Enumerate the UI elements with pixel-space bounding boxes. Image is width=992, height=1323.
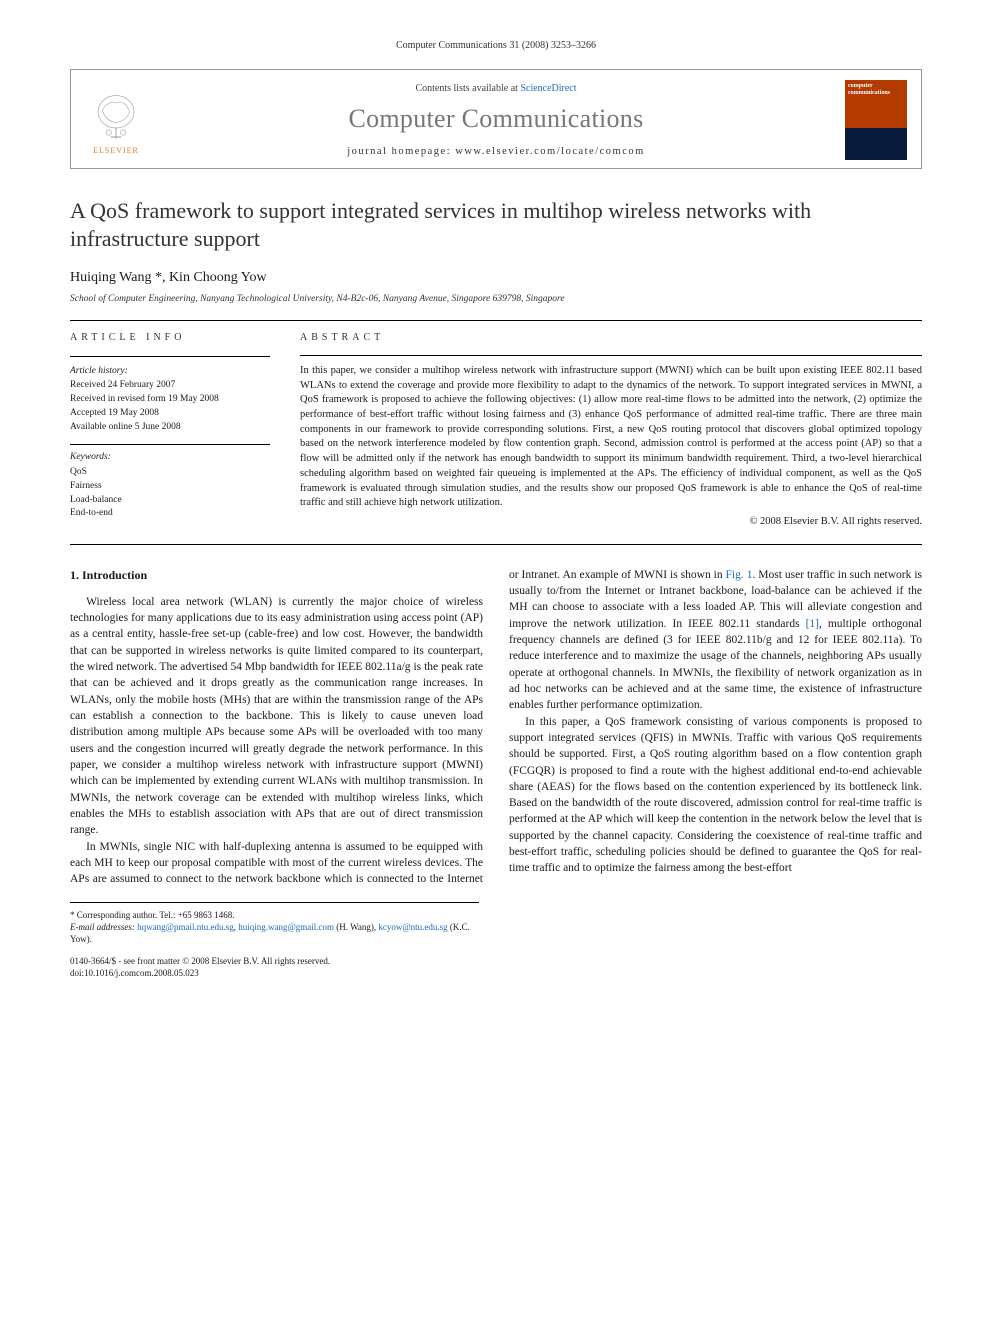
- email-1[interactable]: hqwang@pmail.ntu.edu.sg: [137, 922, 234, 932]
- issn-line: 0140-3664/$ - see front matter © 2008 El…: [70, 955, 479, 967]
- elsevier-logo: ELSEVIER: [85, 85, 147, 155]
- email-author-1: (H. Wang),: [334, 922, 378, 932]
- email-line: E-mail addresses: hqwang@pmail.ntu.edu.s…: [70, 921, 479, 945]
- history-received: Received 24 February 2007: [70, 379, 270, 393]
- paragraph-1: Wireless local area network (WLAN) is cu…: [70, 594, 483, 839]
- keywords-label: Keywords:: [70, 451, 270, 465]
- rule-top: [70, 320, 922, 321]
- affiliation: School of Computer Engineering, Nanyang …: [70, 294, 922, 304]
- ref-1-link[interactable]: [1]: [806, 618, 819, 630]
- figure-1-link[interactable]: Fig. 1: [726, 569, 753, 581]
- article-title: A QoS framework to support integrated se…: [70, 197, 922, 252]
- abstract-text: In this paper, we consider a multihop wi…: [300, 364, 922, 511]
- keyword-3: Load-balance: [70, 494, 270, 508]
- history-revised: Received in revised form 19 May 2008: [70, 393, 270, 407]
- abstract-label: ABSTRACT: [300, 331, 922, 345]
- corresponding-author: * Corresponding author. Tel.: +65 9863 1…: [70, 909, 479, 921]
- keyword-4: End-to-end: [70, 507, 270, 521]
- keyword-2: Fairness: [70, 480, 270, 494]
- history-accepted: Accepted 19 May 2008: [70, 407, 270, 421]
- bottom-copyright: 0140-3664/$ - see front matter © 2008 El…: [70, 955, 479, 979]
- sciencedirect-link[interactable]: ScienceDirect: [520, 83, 576, 94]
- doi-line: doi:10.1016/j.comcom.2008.05.023: [70, 967, 479, 979]
- email-3[interactable]: kcyow@ntu.edu.sg: [378, 922, 447, 932]
- history-label: Article history:: [70, 365, 270, 379]
- article-info-label: ARTICLE INFO: [70, 331, 270, 346]
- cover-title: computer communications: [848, 83, 904, 96]
- elsevier-tree-icon: [89, 92, 143, 146]
- journal-header-box: ELSEVIER Contents lists available at Sci…: [70, 69, 922, 169]
- abstract-column: ABSTRACT In this paper, we consider a mu…: [300, 331, 922, 530]
- journal-homepage: journal homepage: www.elsevier.com/locat…: [147, 146, 845, 157]
- rule-kw: [70, 444, 270, 445]
- p2-d: , multiple orthogonal frequency channels…: [509, 618, 922, 712]
- rule-abstract: [300, 355, 922, 356]
- home-prefix: journal homepage:: [347, 146, 455, 157]
- body-columns: 1. Introduction Wireless local area netw…: [70, 567, 922, 888]
- footnotes: * Corresponding author. Tel.: +65 9863 1…: [70, 902, 479, 945]
- copyright: © 2008 Elsevier B.V. All rights reserved…: [300, 515, 922, 530]
- journal-cover-thumbnail: computer communications: [845, 80, 907, 160]
- rule-info: [70, 356, 270, 357]
- section-1-heading: 1. Introduction: [70, 567, 483, 584]
- email-label: E-mail addresses:: [70, 922, 137, 932]
- history-online: Available online 5 June 2008: [70, 421, 270, 435]
- authors: Huiqing Wang *, Kin Choong Yow: [70, 270, 922, 286]
- contents-line: Contents lists available at ScienceDirec…: [147, 83, 845, 94]
- home-url[interactable]: www.elsevier.com/locate/comcom: [455, 146, 645, 157]
- email-2[interactable]: huiqing.wang@gmail.com: [238, 922, 334, 932]
- paragraph-3: In this paper, a QoS framework consistin…: [509, 714, 922, 877]
- running-head: Computer Communications 31 (2008) 3253–3…: [70, 40, 922, 51]
- journal-name: Computer Communications: [147, 104, 845, 134]
- rule-body: [70, 544, 922, 545]
- article-info-column: ARTICLE INFO Article history: Received 2…: [70, 331, 270, 530]
- elsevier-label: ELSEVIER: [93, 146, 139, 155]
- keyword-1: QoS: [70, 466, 270, 480]
- contents-prefix: Contents lists available at: [415, 83, 520, 94]
